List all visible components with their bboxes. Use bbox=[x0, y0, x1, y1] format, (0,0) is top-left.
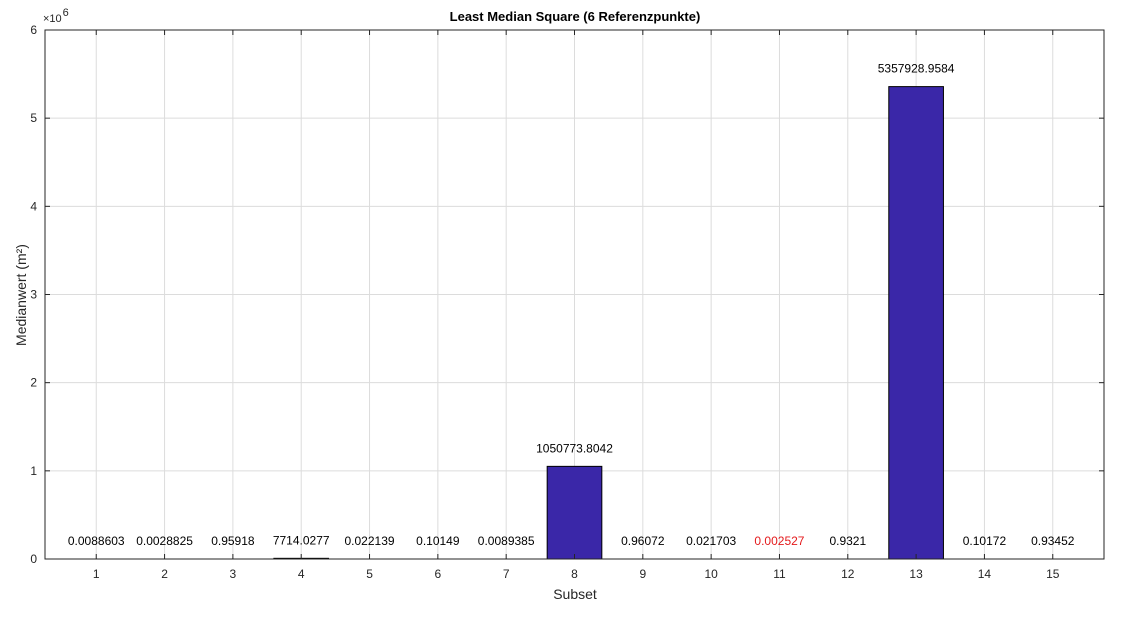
data-label: 1050773.8042 bbox=[536, 441, 613, 455]
x-tick-label: 9 bbox=[639, 567, 646, 581]
x-tick-label: 14 bbox=[978, 567, 992, 581]
data-label: 0.10149 bbox=[416, 534, 460, 548]
data-label: 0.0088603 bbox=[68, 534, 125, 548]
x-tick-label: 7 bbox=[503, 567, 510, 581]
chart-title: Least Median Square (6 Referenzpunkte) bbox=[450, 9, 701, 24]
x-tick-label: 5 bbox=[366, 567, 373, 581]
y-tick-label: 4 bbox=[30, 199, 37, 213]
data-label: 0.0028825 bbox=[136, 534, 193, 548]
x-tick-label: 15 bbox=[1046, 567, 1060, 581]
data-labels: 0.0088603 0.0028825 0.95918 7714.0277 0.0221… bbox=[68, 62, 1075, 548]
x-axis-label: Subset bbox=[553, 586, 597, 602]
y-tick-label: 0 bbox=[30, 552, 37, 566]
x-tick-label: 1 bbox=[93, 567, 100, 581]
x-tick-label: 11 bbox=[773, 567, 786, 581]
y-multiplier-base: ×10 bbox=[43, 13, 62, 25]
y-axis-label: Medianwert (m²) bbox=[13, 244, 29, 346]
x-tick-label: 8 bbox=[571, 567, 578, 581]
y-tick-label: 3 bbox=[30, 288, 37, 302]
y-tick-label: 2 bbox=[30, 376, 37, 390]
y-tick-label: 5 bbox=[30, 111, 37, 125]
x-tick-label: 4 bbox=[298, 567, 305, 581]
data-label: 0.96072 bbox=[621, 534, 665, 548]
data-label: 5357928.9584 bbox=[878, 62, 955, 76]
y-multiplier-exponent: 6 bbox=[63, 7, 69, 19]
data-label: 0.10172 bbox=[963, 534, 1007, 548]
x-tick-label: 13 bbox=[909, 567, 923, 581]
y-axis-multiplier: ×10 6 bbox=[43, 7, 69, 25]
data-label: 0.002527 bbox=[754, 534, 804, 548]
data-label: 0.0089385 bbox=[478, 534, 535, 548]
bar bbox=[888, 86, 944, 560]
y-tick-label: 6 bbox=[30, 23, 37, 37]
bar bbox=[546, 465, 603, 560]
x-tick-label: 10 bbox=[704, 567, 718, 581]
x-tick-label: 12 bbox=[841, 567, 855, 581]
data-label: 0.93452 bbox=[1031, 534, 1075, 548]
data-label: 0.022139 bbox=[345, 534, 395, 548]
data-label: 7714.0277 bbox=[273, 533, 330, 547]
x-tick-label: 6 bbox=[435, 567, 442, 581]
data-label: 0.95918 bbox=[211, 534, 255, 548]
x-tick-label: 3 bbox=[230, 567, 237, 581]
x-tick-label: 2 bbox=[161, 567, 168, 581]
data-label: 0.9321 bbox=[829, 534, 866, 548]
y-tick-label: 1 bbox=[30, 464, 37, 478]
data-label: 0.021703 bbox=[686, 534, 736, 548]
